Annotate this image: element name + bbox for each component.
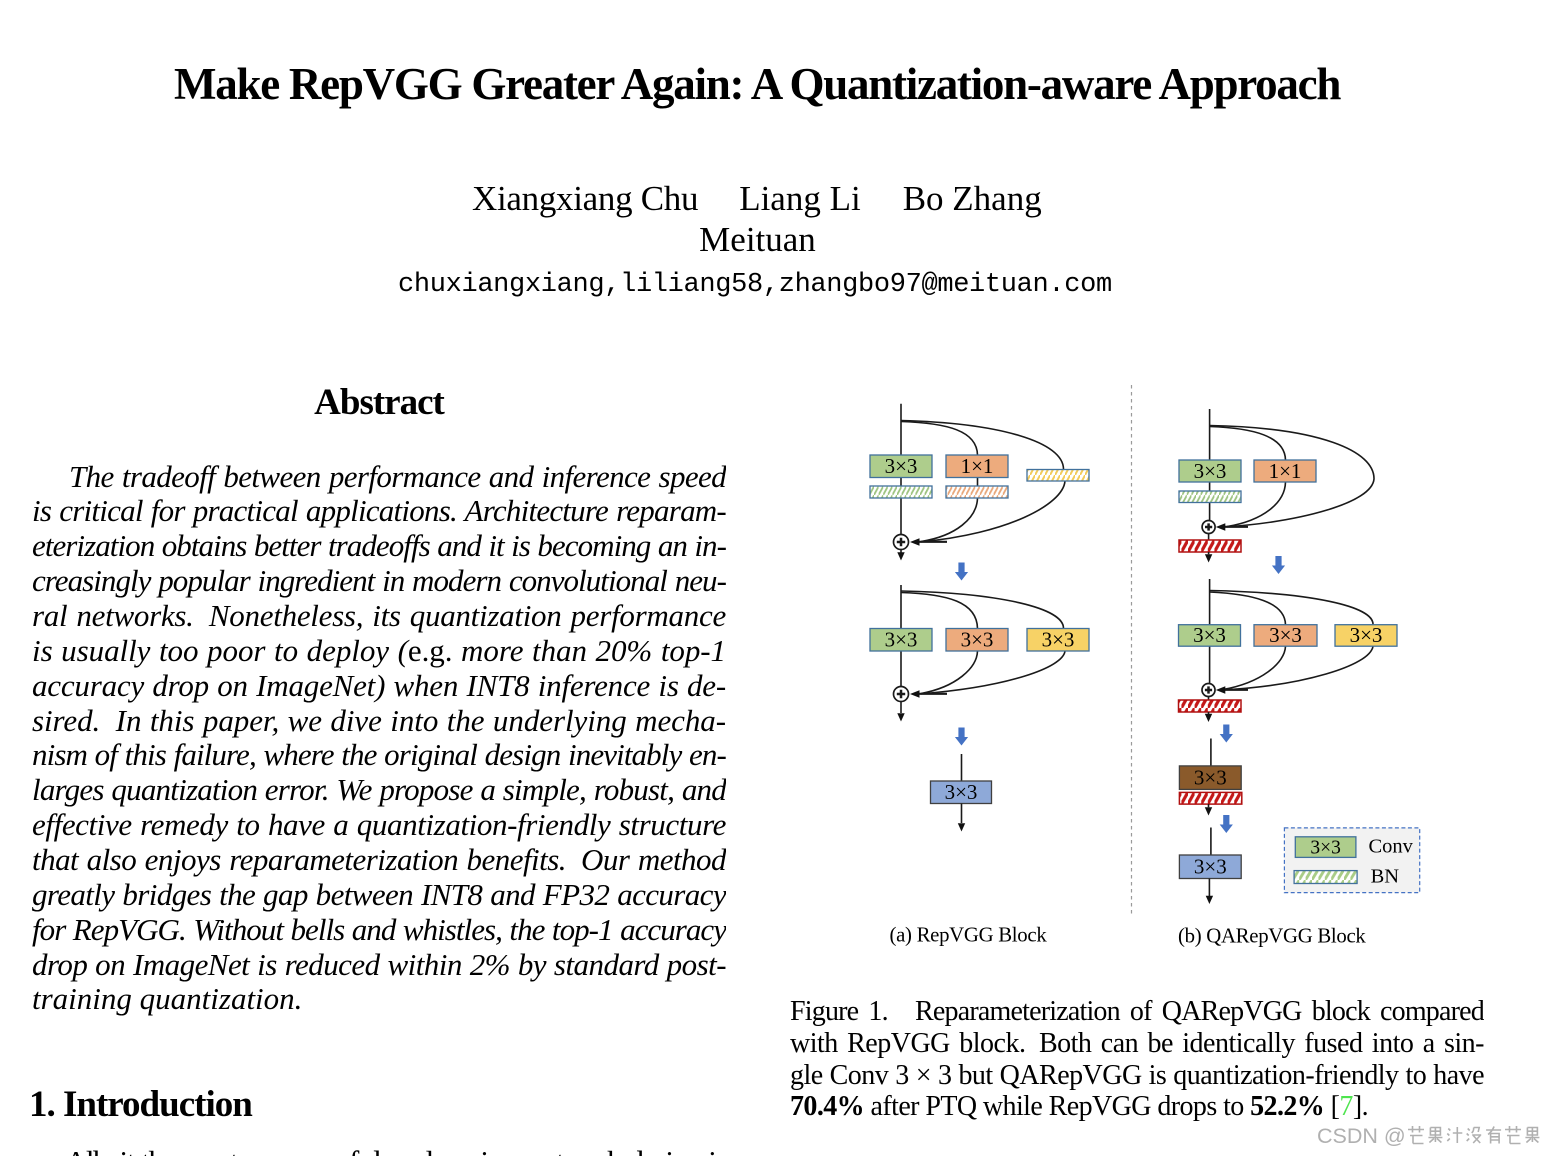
svg-text:3×3: 3×3 — [945, 780, 978, 804]
svg-text:3×3: 3×3 — [1193, 623, 1226, 647]
svg-text:3×3: 3×3 — [1269, 623, 1302, 647]
svg-text:Conv: Conv — [1369, 836, 1414, 858]
svg-text:(a) RepVGG Block: (a) RepVGG Block — [890, 924, 1048, 947]
svg-text:(b) QARepVGG Block: (b) QARepVGG Block — [1178, 925, 1366, 948]
svg-text:3×3: 3×3 — [961, 628, 994, 652]
svg-text:3×3: 3×3 — [885, 454, 918, 478]
svg-text:3×3: 3×3 — [1194, 459, 1227, 483]
svg-text:BN: BN — [1371, 866, 1400, 888]
svg-text:3×3: 3×3 — [1350, 623, 1383, 647]
svg-text:1×1: 1×1 — [961, 454, 994, 478]
svg-text:3×3: 3×3 — [1042, 628, 1075, 652]
svg-text:3×3: 3×3 — [885, 628, 918, 652]
svg-text:1×1: 1×1 — [1269, 459, 1302, 483]
svg-text:3×3: 3×3 — [1194, 765, 1227, 789]
svg-text:3×3: 3×3 — [1194, 854, 1227, 878]
svg-text:3×3: 3×3 — [1310, 838, 1341, 859]
